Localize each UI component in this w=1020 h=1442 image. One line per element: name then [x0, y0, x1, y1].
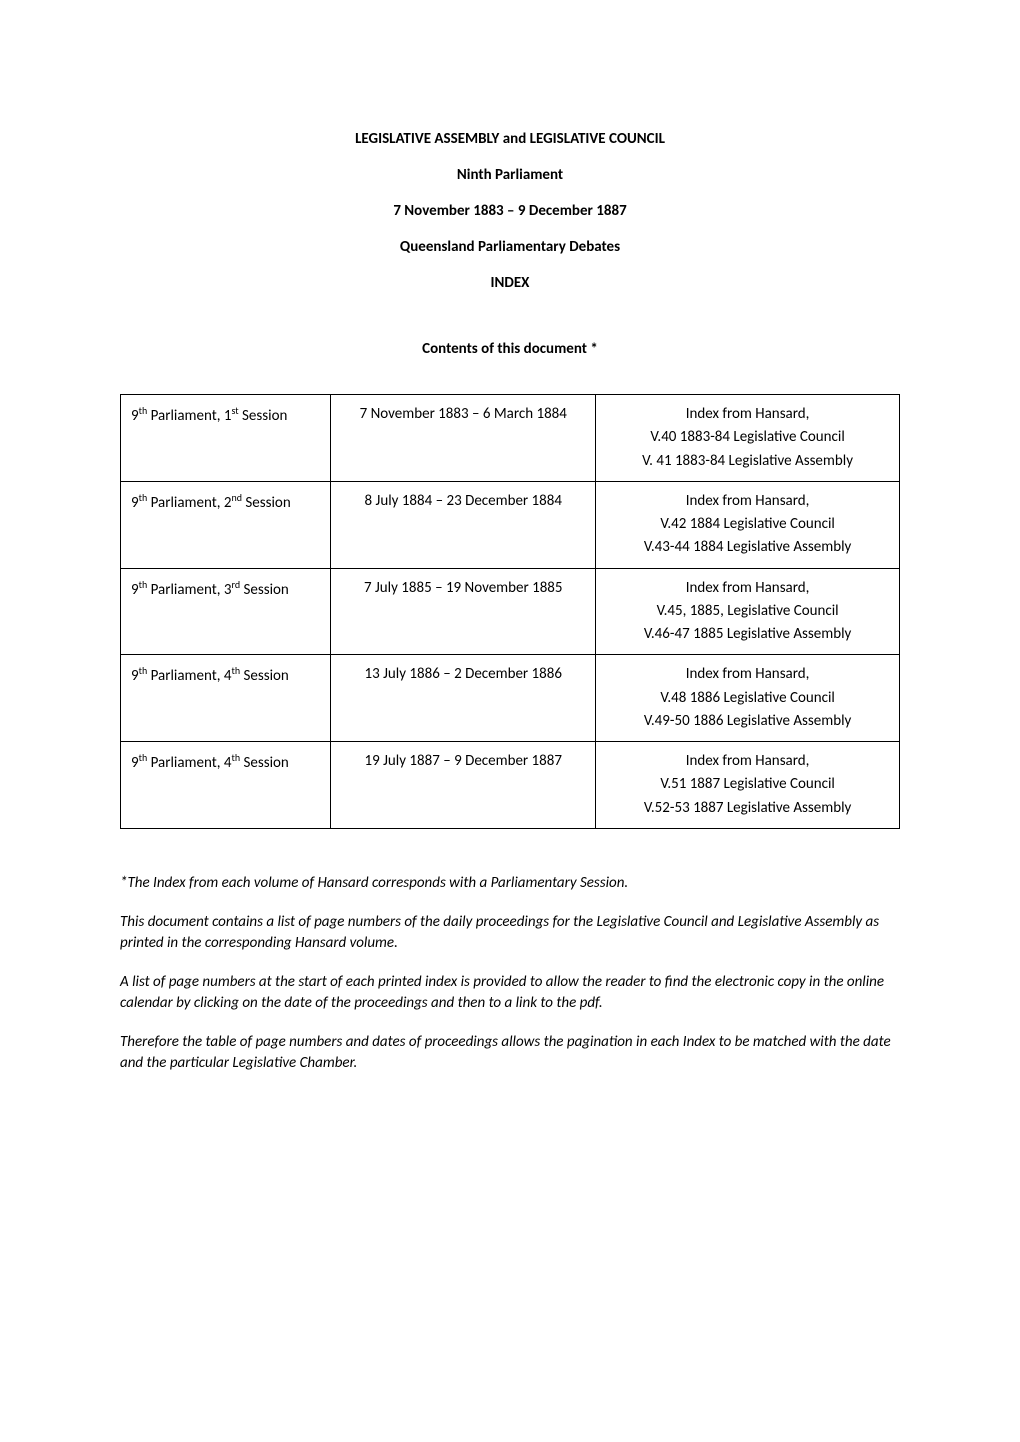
session-ordinal-2: th — [231, 751, 240, 764]
footnote-paragraph: *The Index from each volume of Hansard c… — [120, 873, 900, 894]
session-ordinal-2: th — [231, 664, 240, 677]
dates-cell: 7 November 1883 – 6 March 1884 — [331, 395, 596, 482]
session-ordinal-1: th — [139, 491, 148, 504]
dates-cell: 13 July 1886 – 2 December 1886 — [331, 655, 596, 742]
details-line: V.52-53 1887 Legislative Assembly — [606, 797, 889, 820]
table-row: 9th Parliament, 4th Session19 July 1887 … — [121, 742, 900, 829]
session-prefix: 9 — [131, 581, 139, 599]
session-suffix: Session — [240, 754, 289, 772]
session-ordinal-2: nd — [231, 491, 242, 504]
session-cell: 9th Parliament, 3rd Session — [121, 568, 331, 655]
details-line: V.48 1886 Legislative Council — [606, 687, 889, 710]
session-mid: Parliament, 4 — [147, 754, 231, 772]
details-line: V.43-44 1884 Legislative Assembly — [606, 536, 889, 559]
contents-title: Contents of this document * — [120, 340, 900, 358]
session-mid: Parliament, 3 — [147, 581, 231, 599]
session-cell: 9th Parliament, 4th Session — [121, 655, 331, 742]
session-suffix: Session — [240, 581, 289, 599]
session-cell: 9th Parliament, 4th Session — [121, 742, 331, 829]
details-cell: Index from Hansard,V.45, 1885, Legislati… — [596, 568, 900, 655]
session-prefix: 9 — [131, 667, 139, 685]
session-prefix: 9 — [131, 754, 139, 772]
table-row: 9th Parliament, 3rd Session7 July 1885 –… — [121, 568, 900, 655]
dates-cell: 19 July 1887 – 9 December 1887 — [331, 742, 596, 829]
details-line: Index from Hansard, — [606, 577, 889, 600]
heading-title-5: INDEX — [120, 274, 900, 292]
table-row: 9th Parliament, 1st Session7 November 18… — [121, 395, 900, 482]
session-cell: 9th Parliament, 1st Session — [121, 395, 331, 482]
details-line: Index from Hansard, — [606, 403, 889, 426]
heading-title-1: LEGISLATIVE ASSEMBLY and LEGISLATIVE COU… — [120, 130, 900, 148]
details-line: Index from Hansard, — [606, 490, 889, 513]
session-mid: Parliament, 4 — [147, 667, 231, 685]
session-suffix: Session — [239, 407, 288, 425]
details-cell: Index from Hansard,V.48 1886 Legislative… — [596, 655, 900, 742]
dates-cell: 8 July 1884 – 23 December 1884 — [331, 481, 596, 568]
session-ordinal-1: th — [139, 404, 148, 417]
footnote-paragraph: A list of page numbers at the start of e… — [120, 972, 900, 1014]
details-line: V.51 1887 Legislative Council — [606, 773, 889, 796]
session-mid: Parliament, 2 — [147, 494, 231, 512]
session-ordinal-2: rd — [231, 578, 240, 591]
table-row: 9th Parliament, 4th Session13 July 1886 … — [121, 655, 900, 742]
session-cell: 9th Parliament, 2nd Session — [121, 481, 331, 568]
details-line: V.49-50 1886 Legislative Assembly — [606, 710, 889, 733]
session-ordinal-1: th — [139, 751, 148, 764]
dates-cell: 7 July 1885 – 19 November 1885 — [331, 568, 596, 655]
session-suffix: Session — [242, 494, 291, 512]
footnote-paragraph: Therefore the table of page numbers and … — [120, 1032, 900, 1074]
details-cell: Index from Hansard,V.42 1884 Legislative… — [596, 481, 900, 568]
heading-title-2: Ninth Parliament — [120, 166, 900, 184]
details-line: Index from Hansard, — [606, 663, 889, 686]
session-ordinal-1: th — [139, 578, 148, 591]
heading-title-3: 7 November 1883 – 9 December 1887 — [120, 202, 900, 220]
session-mid: Parliament, 1 — [147, 407, 231, 425]
details-cell: Index from Hansard,V.40 1883-84 Legislat… — [596, 395, 900, 482]
details-line: V.40 1883-84 Legislative Council — [606, 426, 889, 449]
details-line: V.46-47 1885 Legislative Assembly — [606, 623, 889, 646]
details-line: V. 41 1883-84 Legislative Assembly — [606, 450, 889, 473]
session-ordinal-1: th — [139, 664, 148, 677]
footnotes-block: *The Index from each volume of Hansard c… — [120, 873, 900, 1074]
heading-title-4: Queensland Parliamentary Debates — [120, 238, 900, 256]
session-ordinal-2: st — [231, 404, 238, 417]
details-cell: Index from Hansard,V.51 1887 Legislative… — [596, 742, 900, 829]
session-suffix: Session — [240, 667, 289, 685]
session-prefix: 9 — [131, 407, 139, 425]
details-line: V.45, 1885, Legislative Council — [606, 600, 889, 623]
table-row: 9th Parliament, 2nd Session8 July 1884 –… — [121, 481, 900, 568]
session-prefix: 9 — [131, 494, 139, 512]
details-line: V.42 1884 Legislative Council — [606, 513, 889, 536]
footnote-paragraph: This document contains a list of page nu… — [120, 912, 900, 954]
heading-block: LEGISLATIVE ASSEMBLY and LEGISLATIVE COU… — [120, 130, 900, 292]
details-line: Index from Hansard, — [606, 750, 889, 773]
sessions-table: 9th Parliament, 1st Session7 November 18… — [120, 394, 900, 829]
